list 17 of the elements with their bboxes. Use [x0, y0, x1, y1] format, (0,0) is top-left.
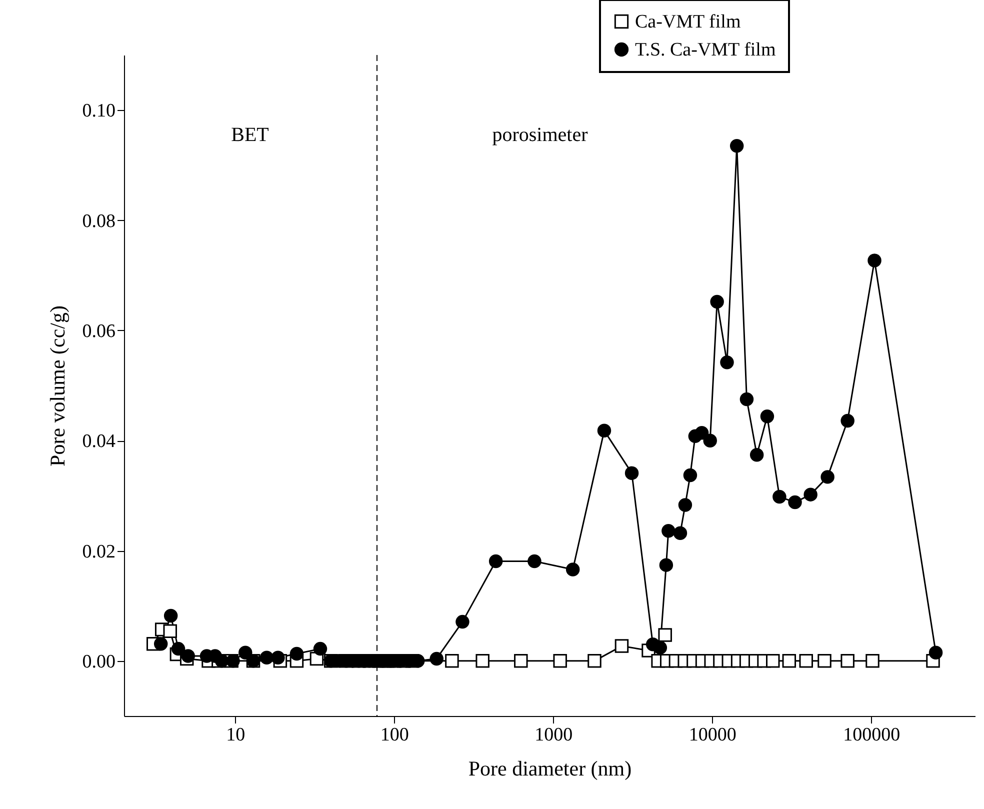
x-tick-label: 1000	[534, 724, 573, 746]
legend-label: Ca-VMT film	[635, 12, 741, 32]
y-axis-title: Pore volume (cc/g)	[45, 306, 70, 466]
x-axis-title: Pore diameter (nm)	[468, 756, 632, 780]
x-tick-label: 10	[226, 724, 246, 746]
legend-label: T.S. Ca-VMT film	[635, 40, 776, 60]
y-tick-label: 0.04	[82, 431, 116, 452]
annotation: BET	[231, 124, 269, 146]
annotation: porosimeter	[492, 124, 588, 146]
y-tick-label: 0.08	[82, 210, 116, 232]
y-tick-label: 0.10	[82, 100, 116, 122]
x-tick-label: 100	[380, 724, 409, 746]
x-tick-label: 10000	[688, 724, 736, 746]
x-tick-label: 100000	[843, 724, 900, 746]
y-tick-label: 0.02	[82, 541, 116, 562]
y-tick-label: 0.00	[82, 651, 116, 672]
y-tick-label: 0.06	[82, 320, 116, 342]
